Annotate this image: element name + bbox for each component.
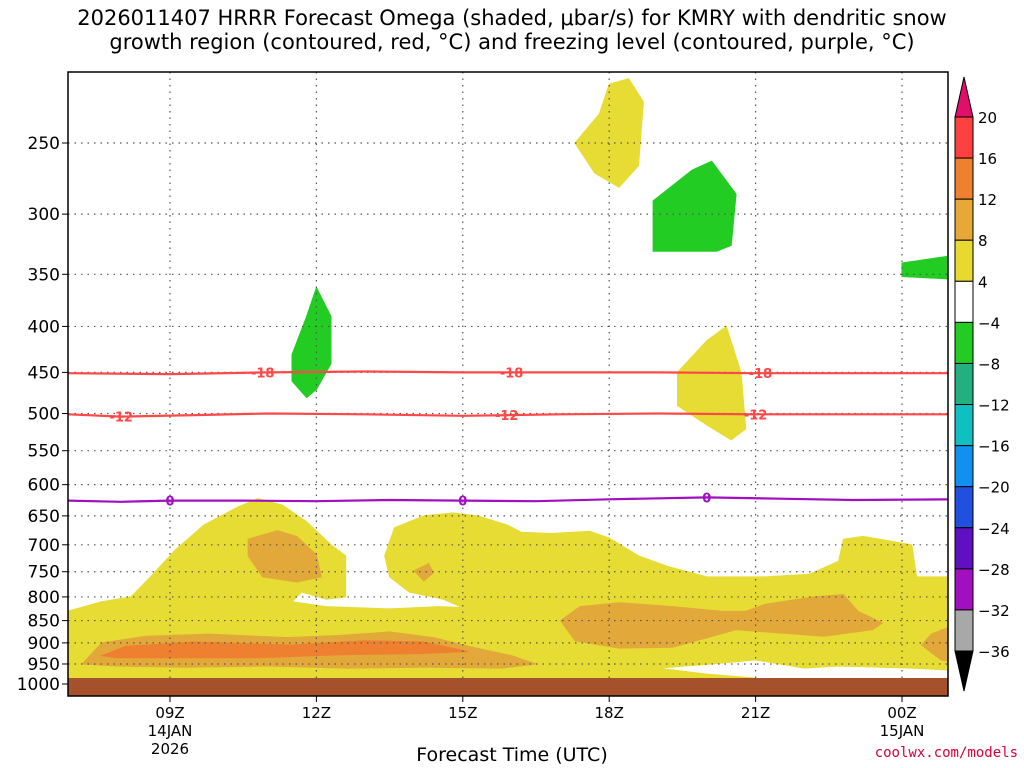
y-tick-label-600: 600 [28,476,60,496]
contour-label-0-1: 0 [458,495,467,510]
colorbar-swatch-5 [954,321,974,364]
contour-label--12-1: -12 [495,409,519,424]
colorbar-label-4: 4 [978,273,988,291]
contour-line--12 [68,412,948,418]
contour-line-0 [68,496,948,503]
omega-shading [68,78,948,696]
colorbar-label-1: 16 [978,150,997,168]
colorbar-swatch-11 [954,568,974,611]
y-tick-label-500: 500 [28,405,60,425]
colorbar-label-7: −12 [978,397,1010,415]
colorbar-label-9: −20 [978,479,1010,497]
x-tick-label-21Z: 21Z [741,704,770,722]
colorbar-label-5: −4 [978,314,1000,332]
omega-region-2 [677,325,747,441]
x-tick-year-0: 2026 [151,740,189,758]
colorbar-label-6: −8 [978,355,1000,373]
y-tick-label-400: 400 [28,317,60,337]
omega-region-5 [559,593,884,649]
colorbar-label-11: −28 [978,561,1010,579]
x-tick-label-12Z: 12Z [302,704,331,722]
x-tick-label-18Z: 18Z [595,704,624,722]
colorbar-swatch-7 [954,404,974,447]
temperature-contours: -18 -18 -18 -12 -12 -12 0 0 0 [68,366,948,510]
omega-region-12 [901,255,948,280]
y-tick-label-350: 350 [28,265,60,285]
colorbar-swatch-8 [954,445,974,488]
y-tick-label-850: 850 [28,612,60,632]
contour-label-0-0: 0 [165,495,174,510]
x-axis-label: Forecast Time (UTC) [416,744,608,766]
colorbar-swatch-1 [954,157,974,200]
x-tick-label-15Z: 15Z [448,704,477,722]
terrain-fill [68,678,948,696]
colorbar-swatch-3 [954,239,974,282]
grid [68,72,948,696]
omega-region-10 [291,286,332,399]
x-tick-date-5: 15JAN [880,722,925,740]
y-tick-label-950: 950 [28,655,60,675]
credit-text: coolwx.com/models [874,745,1018,761]
colorbar-label-10: −24 [978,520,1010,538]
omega-region-8 [99,640,468,659]
x-tick-date-0: 14JAN [148,722,193,740]
chart-title: 2026011407 HRRR Forecast Omega (shaded, … [77,6,947,54]
colorbar-label-0: 20 [978,109,997,127]
omega-region-6 [920,626,948,662]
contour-label--18-0: -18 [251,366,275,381]
omega-region-11 [652,160,737,252]
y-tick-label-750: 750 [28,563,60,583]
omega-region-7 [413,563,435,582]
y-tick-label-250: 250 [28,134,60,154]
terrain [68,678,948,696]
colorbar: 20 16 12 8 4 −4 −8 −12 −16 −20 −24 −28 −32 −36 [954,76,1010,692]
y-axis: 2503003504004505005506006507007508008509… [17,134,68,695]
colorbar-swatch-4 [954,280,974,323]
omega-region-3 [247,530,322,583]
y-tick-label-550: 550 [28,442,60,462]
contour-label--12-2: -12 [744,408,768,423]
colorbar-swatch-12 [954,609,974,652]
colorbar-label-13: −36 [978,643,1010,661]
y-tick-label-650: 650 [28,507,60,527]
colorbar-swatch-9 [954,486,974,529]
colorbar-label-3: 8 [978,232,988,250]
contour-label--12-0: -12 [109,411,133,426]
plot-frame [67,71,949,697]
colorbar-label-8: −16 [978,438,1010,456]
y-tick-label-800: 800 [28,588,60,608]
omega-region-1 [574,78,644,188]
colorbar-bottom-arrow [954,650,974,692]
x-tick-label-09Z: 09Z [155,704,184,722]
x-tick-label-00Z: 00Z [887,704,916,722]
colorbar-swatch-6 [954,362,974,406]
contour-line--18 [68,370,948,376]
colorbar-top-arrow [954,76,974,118]
contour-label-0-2: 0 [702,491,711,506]
contour-label--18-2: -18 [749,367,773,382]
colorbar-swatch-0 [954,116,974,159]
colorbar-swatch-10 [954,527,974,570]
colorbar-label-12: −32 [978,602,1010,620]
y-tick-label-450: 450 [28,363,60,383]
colorbar-label-2: 12 [978,191,997,209]
contour-label--18-1: -18 [500,366,524,381]
colorbar-swatch-2 [954,198,974,241]
y-tick-label-900: 900 [28,634,60,654]
y-tick-label-300: 300 [28,205,60,225]
y-tick-label-1000: 1000 [17,675,60,695]
y-tick-label-700: 700 [28,536,60,556]
